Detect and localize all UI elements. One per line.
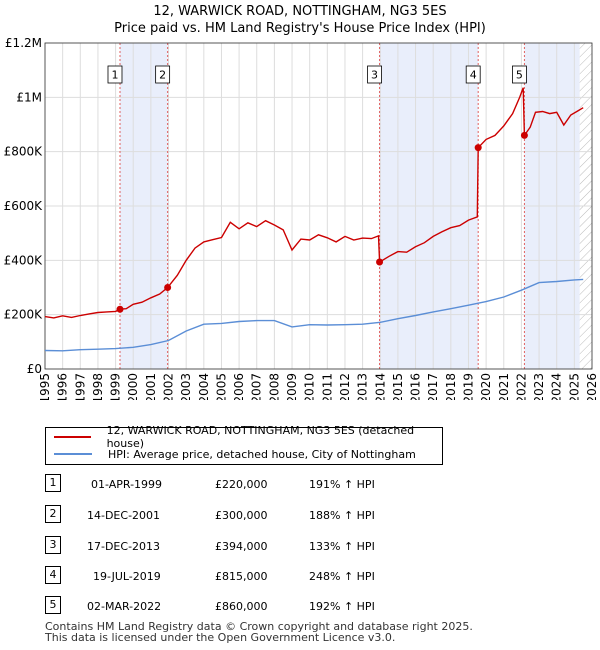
sale-date: 01-APR-1999 bbox=[91, 478, 163, 491]
x-tick-label: 2000 bbox=[126, 373, 140, 400]
sale-hpi-change: 191% ↑ HPI bbox=[309, 478, 375, 491]
sale-price: £860,000 bbox=[215, 600, 268, 613]
sale-price: £815,000 bbox=[215, 570, 268, 583]
sale-label-text: 1 bbox=[111, 69, 118, 82]
sale-label-box bbox=[512, 65, 527, 84]
legend-swatch-hpi bbox=[54, 453, 92, 455]
legend-item-property: 12, WARWICK ROAD, NOTTINGHAM, NG3 5ES (d… bbox=[54, 424, 442, 450]
x-tick-label: 2021 bbox=[497, 373, 511, 400]
chart-title: 12, WARWICK ROAD, NOTTINGHAM, NG3 5ES bbox=[153, 4, 447, 19]
sale-point bbox=[474, 144, 482, 152]
sale-hpi-change: 133% ↑ HPI bbox=[309, 540, 375, 553]
x-tick-label: 2024 bbox=[550, 373, 564, 400]
sale-point bbox=[116, 305, 124, 313]
x-tick-label: 2017 bbox=[426, 373, 440, 400]
x-tick-label: 2007 bbox=[250, 373, 264, 400]
sale-label-text: 5 bbox=[516, 69, 523, 82]
x-tick-label: 2015 bbox=[391, 373, 405, 400]
chart-subtitle: Price paid vs. HM Land Registry's House … bbox=[114, 21, 486, 36]
x-tick-label: 1995 bbox=[38, 373, 52, 400]
x-tick-label: 2003 bbox=[179, 373, 193, 400]
x-tick-label: 2010 bbox=[303, 373, 317, 400]
x-tick-label: 2011 bbox=[320, 373, 334, 400]
y-tick-label: £0 bbox=[27, 362, 42, 376]
sale-hpi-change: 192% ↑ HPI bbox=[309, 600, 375, 613]
table-row: 2 14-DEC-2001 £300,000 188% ↑ HPI bbox=[45, 505, 465, 525]
sale-number-badge: 2 bbox=[45, 505, 61, 523]
footer-licence: This data is licensed under the Open Gov… bbox=[45, 631, 396, 644]
sale-number-badge: 3 bbox=[45, 536, 61, 554]
sale-label-text: 2 bbox=[159, 69, 166, 82]
table-row: 3 17-DEC-2013 £394,000 133% ↑ HPI bbox=[45, 536, 465, 556]
x-tick-label: 1996 bbox=[56, 373, 70, 400]
x-tick-label: 2019 bbox=[461, 373, 475, 400]
sale-point bbox=[520, 131, 528, 139]
x-tick-label: 2026 bbox=[585, 373, 599, 400]
legend-label-property: 12, WARWICK ROAD, NOTTINGHAM, NG3 5ES (d… bbox=[106, 424, 415, 450]
x-tick-label: 2012 bbox=[338, 373, 352, 400]
x-tick-label: 1999 bbox=[109, 373, 123, 400]
x-tick-label: 2001 bbox=[144, 373, 158, 400]
legend-label-hpi: HPI: Average price, detached house, City… bbox=[108, 447, 416, 461]
chart-legend: 12, WARWICK ROAD, NOTTINGHAM, NG3 5ES (d… bbox=[45, 424, 443, 465]
y-tick-label: £800K bbox=[4, 145, 44, 159]
y-tick-label: £400K bbox=[4, 253, 44, 267]
table-row: 1 01-APR-1999 £220,000 191% ↑ HPI bbox=[45, 474, 465, 494]
plot-frame bbox=[44, 42, 593, 370]
x-tick-label: 2006 bbox=[232, 373, 246, 400]
sale-price: £220,000 bbox=[215, 478, 268, 491]
sale-price: £300,000 bbox=[215, 509, 268, 522]
x-tick-label: 1998 bbox=[91, 373, 105, 400]
legend-swatch-property bbox=[54, 436, 91, 438]
sale-hpi-change: 248% ↑ HPI bbox=[309, 570, 375, 583]
x-tick-label: 2020 bbox=[479, 373, 493, 400]
sale-date: 19-JUL-2019 bbox=[93, 570, 161, 583]
x-tick-label: 2004 bbox=[197, 373, 211, 400]
x-tick-label: 2013 bbox=[356, 373, 370, 400]
x-tick-label: 2025 bbox=[567, 373, 581, 400]
sale-label-box bbox=[155, 65, 171, 84]
sale-point bbox=[164, 284, 172, 291]
legend-item-hpi: HPI: Average price, detached house, City… bbox=[54, 445, 416, 463]
sale-hpi-change: 188% ↑ HPI bbox=[309, 509, 375, 522]
sale-date: 17-DEC-2013 bbox=[87, 540, 161, 553]
x-tick-label: 2022 bbox=[514, 373, 528, 400]
sale-label-box bbox=[367, 65, 382, 84]
y-tick-label: £1M bbox=[16, 90, 42, 104]
x-tick-label: 2014 bbox=[373, 373, 387, 400]
x-tick-label: 2016 bbox=[409, 373, 423, 400]
sale-date: 02-MAR-2022 bbox=[87, 600, 162, 613]
sale-number-badge: 1 bbox=[45, 474, 61, 492]
sale-label-text: 3 bbox=[371, 69, 378, 82]
series-line bbox=[44, 278, 584, 352]
table-row: 5 02-MAR-2022 £860,000 192% ↑ HPI bbox=[45, 596, 465, 616]
footer-attribution: Contains HM Land Registry data © Crown c… bbox=[45, 621, 473, 643]
y-tick-label: £600K bbox=[4, 199, 44, 213]
sale-price: £394,000 bbox=[215, 540, 268, 553]
x-tick-label: 1997 bbox=[73, 373, 87, 400]
y-tick-label: £200K bbox=[4, 308, 44, 322]
sale-label-text: 4 bbox=[470, 69, 477, 82]
series-line bbox=[44, 87, 584, 319]
x-tick-label: 2023 bbox=[532, 373, 546, 400]
sale-label-box bbox=[465, 65, 481, 84]
sale-point bbox=[376, 258, 384, 266]
sale-number-badge: 4 bbox=[45, 566, 61, 584]
sale-date: 14-DEC-2001 bbox=[87, 509, 161, 522]
x-tick-label: 2009 bbox=[285, 373, 299, 400]
x-tick-label: 2005 bbox=[214, 373, 228, 400]
sale-label-box bbox=[107, 65, 123, 84]
x-tick-label: 2008 bbox=[267, 373, 281, 400]
footer-copyright: Contains HM Land Registry data © Crown c… bbox=[45, 620, 473, 633]
y-tick-label: £1.2M bbox=[5, 36, 42, 50]
sale-number-badge: 5 bbox=[45, 596, 61, 614]
table-row: 4 19-JUL-2019 £815,000 248% ↑ HPI bbox=[45, 566, 465, 586]
price-chart: 1 2 3 4 5 £0 £200K £400K £600K £800K £1M £1.2M 1995 1… bbox=[4, 36, 599, 400]
x-tick-label: 2018 bbox=[444, 373, 458, 400]
x-tick-label: 2002 bbox=[162, 373, 176, 400]
